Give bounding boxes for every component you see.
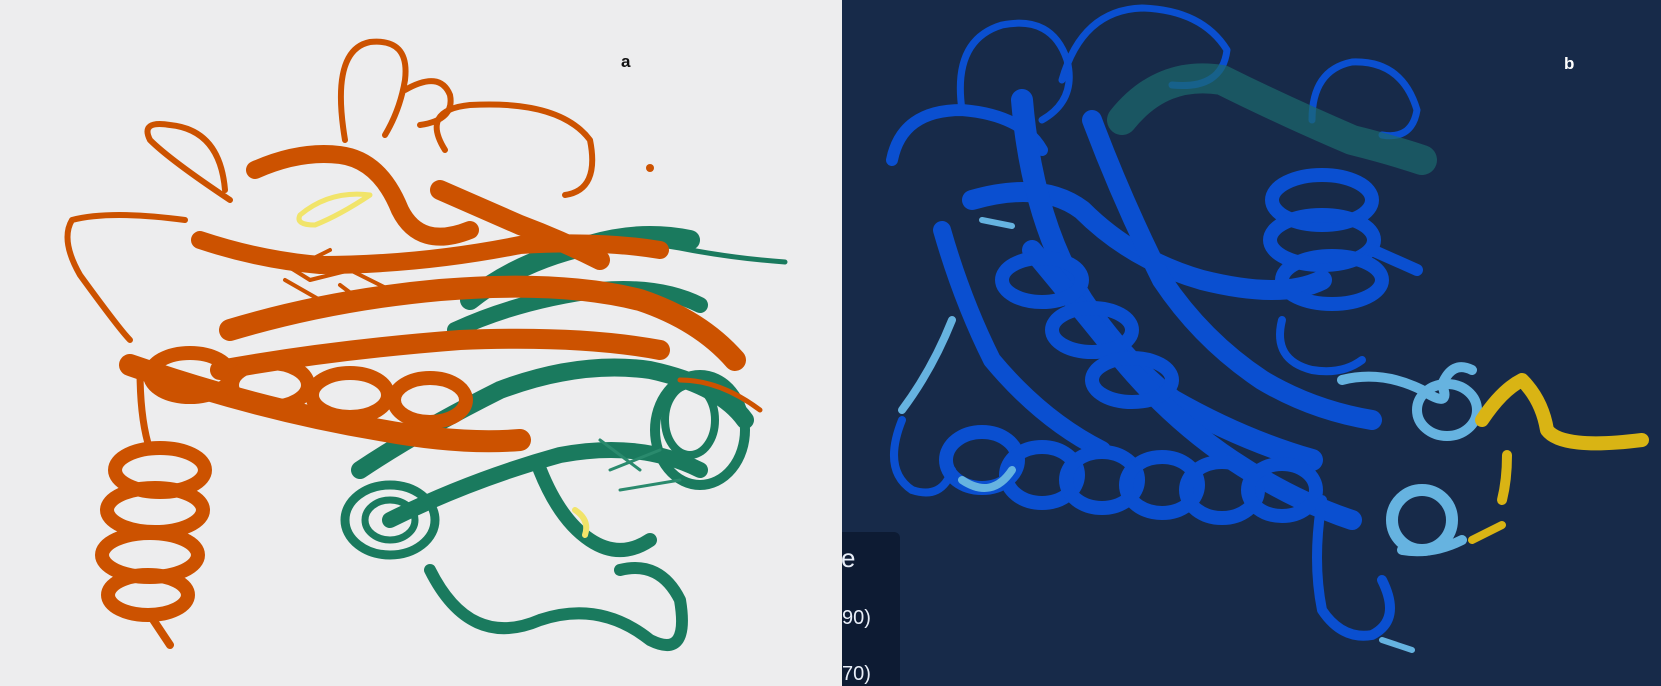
structure-panel-a: a xyxy=(0,0,842,686)
legend-heading: e xyxy=(842,543,856,573)
structure-cartoon-a xyxy=(64,38,788,651)
chain-gold xyxy=(1468,373,1649,544)
panel-label-a: a xyxy=(621,52,631,71)
panel-label-b: b xyxy=(1564,54,1575,73)
legend-row-confident: 70) xyxy=(842,663,871,685)
legend-row-very-high: 90) xyxy=(842,607,871,629)
structure-cartoon-b xyxy=(886,4,1649,653)
structure-panel-b: b e 90) 70) xyxy=(842,0,1661,686)
chain-light-blue xyxy=(898,217,1482,653)
chain-blue xyxy=(886,4,1437,641)
chain-orange xyxy=(64,38,763,649)
confidence-legend-card: e 90) 70) xyxy=(842,532,900,686)
